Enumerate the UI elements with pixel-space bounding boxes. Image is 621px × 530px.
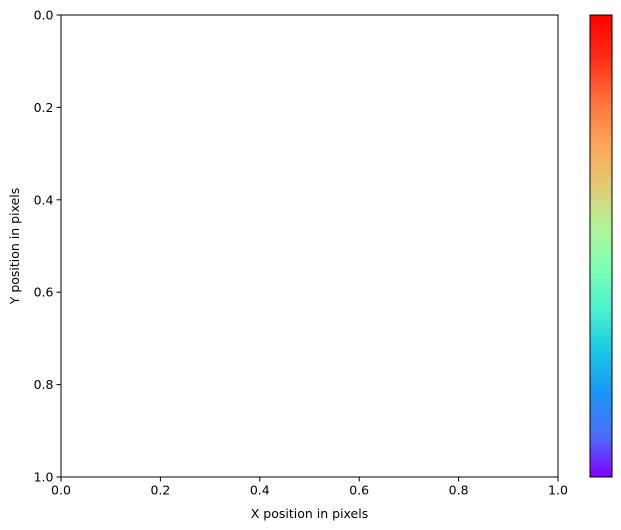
x-tick-label: 0.8: [449, 483, 469, 498]
x-tick-label: 0.6: [349, 483, 369, 498]
y-axis-label: Y position in pixels: [7, 188, 22, 306]
x-tick-label: 0.0: [51, 483, 71, 498]
y-tick-label: 0.0: [34, 8, 54, 23]
y-tick-label: 1.0: [34, 470, 54, 485]
x-axis-ticks: 0.0 0.2 0.4 0.6 0.8 1.0: [51, 477, 568, 498]
y-axis-ticks: 0.0 0.2 0.4 0.6 0.8 1.0: [34, 8, 61, 485]
x-tick-label: 1.0: [548, 483, 568, 498]
y-tick-label: 0.6: [34, 285, 54, 300]
x-tick-label: 0.4: [250, 483, 270, 498]
colorbar: [589, 14, 613, 478]
x-axis-label: X position in pixels: [251, 506, 369, 521]
y-tick-label: 0.2: [34, 100, 54, 115]
y-tick-label: 0.4: [34, 192, 54, 207]
y-tick-label: 0.8: [34, 377, 54, 392]
x-tick-label: 0.2: [150, 483, 170, 498]
plot-area: [60, 14, 559, 478]
